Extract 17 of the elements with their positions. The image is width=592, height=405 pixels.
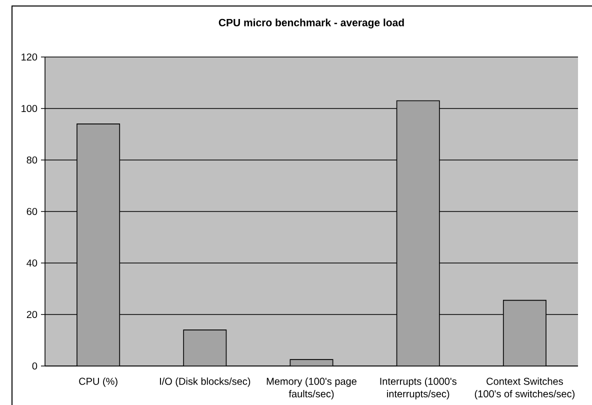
y-tick-label: 0: [32, 362, 38, 370]
y-tick-label: 100: [22, 104, 38, 112]
bar: [502, 300, 546, 366]
chart-title: CPU micro benchmark - average load: [218, 18, 404, 28]
x-tick-label: CPU (%): [79, 378, 118, 387]
bar: [396, 100, 440, 366]
y-tick-label: 80: [26, 156, 38, 164]
x-tick-label: Context Switches (100's of switches/sec): [474, 378, 574, 400]
bar: [76, 124, 120, 366]
x-tick-label: Memory (100's page faults/sec): [266, 378, 356, 400]
y-tick-label: 60: [26, 208, 38, 216]
x-tick-label: I/O (Disk blocks/sec): [160, 378, 250, 387]
y-tick-label: 120: [22, 53, 38, 61]
y-tick-label: 40: [26, 259, 38, 267]
bar: [183, 330, 227, 366]
x-tick-label: Interrupts (1000's interrupts/sec): [380, 378, 456, 400]
y-tick-label: 20: [26, 310, 38, 318]
